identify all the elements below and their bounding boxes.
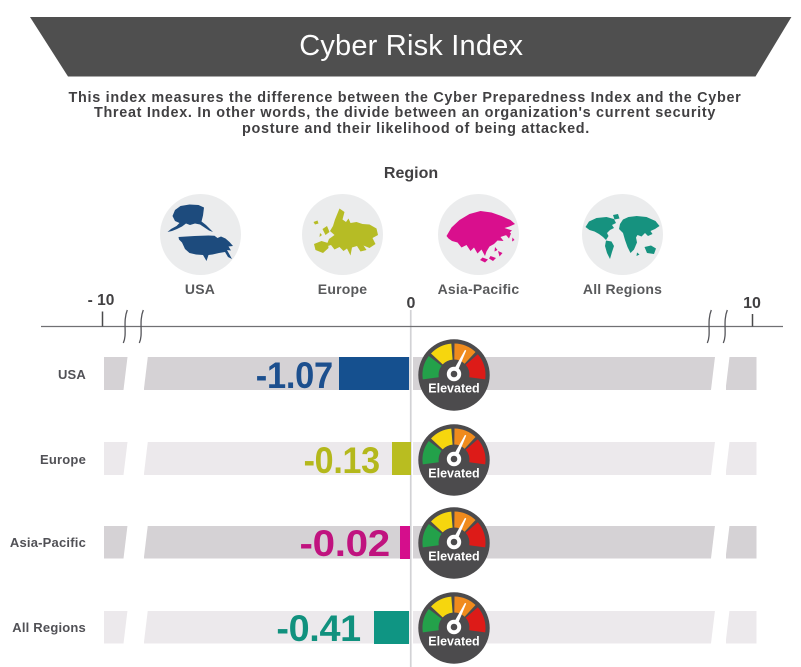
svg-text:Elevated: Elevated — [429, 381, 480, 395]
svg-text:Elevated: Elevated — [429, 466, 480, 480]
svg-text:Elevated: Elevated — [429, 635, 480, 649]
svg-text:Elevated: Elevated — [429, 550, 480, 564]
